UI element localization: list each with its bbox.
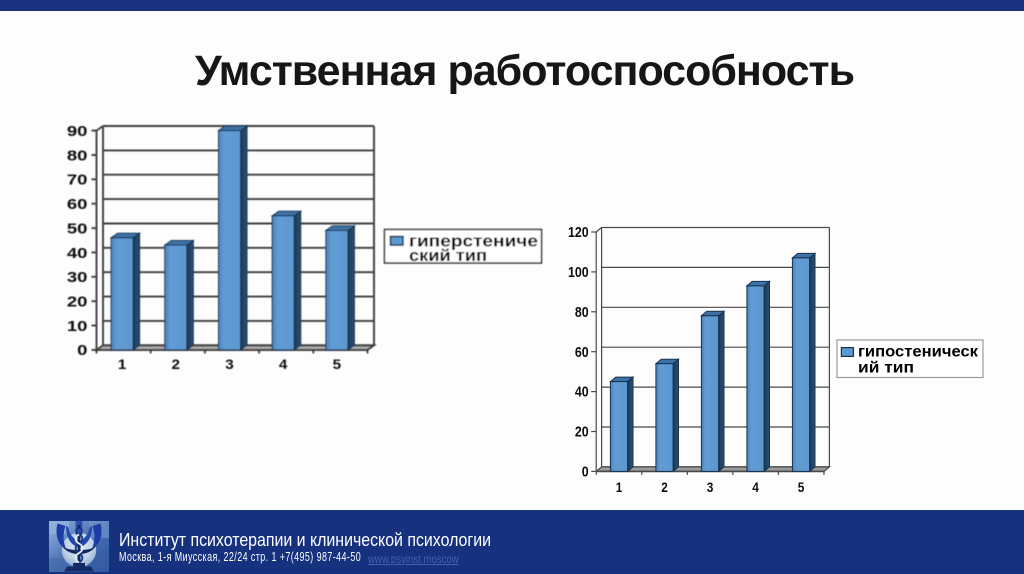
svg-text:80: 80 xyxy=(575,305,589,321)
svg-text:60: 60 xyxy=(67,196,88,213)
svg-text:1: 1 xyxy=(118,356,127,372)
svg-text:3: 3 xyxy=(225,356,234,372)
svg-text:10: 10 xyxy=(67,318,88,335)
svg-text:ский тип: ский тип xyxy=(409,246,487,265)
svg-text:5: 5 xyxy=(798,480,805,495)
svg-text:20: 20 xyxy=(575,425,589,441)
svg-text:2: 2 xyxy=(172,356,181,372)
svg-text:60: 60 xyxy=(575,345,589,361)
svg-text:40: 40 xyxy=(67,245,88,262)
svg-text:100: 100 xyxy=(568,265,589,281)
svg-text:4: 4 xyxy=(752,480,759,495)
svg-text:80: 80 xyxy=(67,147,88,164)
svg-text:40: 40 xyxy=(575,385,589,401)
svg-text:3: 3 xyxy=(707,480,714,495)
svg-text:70: 70 xyxy=(67,172,88,189)
svg-text:90: 90 xyxy=(67,123,88,140)
svg-text:30: 30 xyxy=(67,269,88,286)
svg-text:2: 2 xyxy=(661,480,668,495)
svg-text:120: 120 xyxy=(568,225,589,241)
svg-text:0: 0 xyxy=(77,342,87,359)
svg-text:гиперстениче: гиперстениче xyxy=(409,232,538,251)
svg-text:ий тип: ий тип xyxy=(858,359,914,376)
svg-text:гипостеническ: гипостеническ xyxy=(858,344,978,361)
svg-text:4: 4 xyxy=(279,356,288,372)
svg-text:0: 0 xyxy=(582,465,589,481)
svg-text:1: 1 xyxy=(616,480,623,495)
svg-text:5: 5 xyxy=(333,356,342,372)
svg-text:20: 20 xyxy=(67,294,88,311)
svg-text:50: 50 xyxy=(67,220,88,237)
